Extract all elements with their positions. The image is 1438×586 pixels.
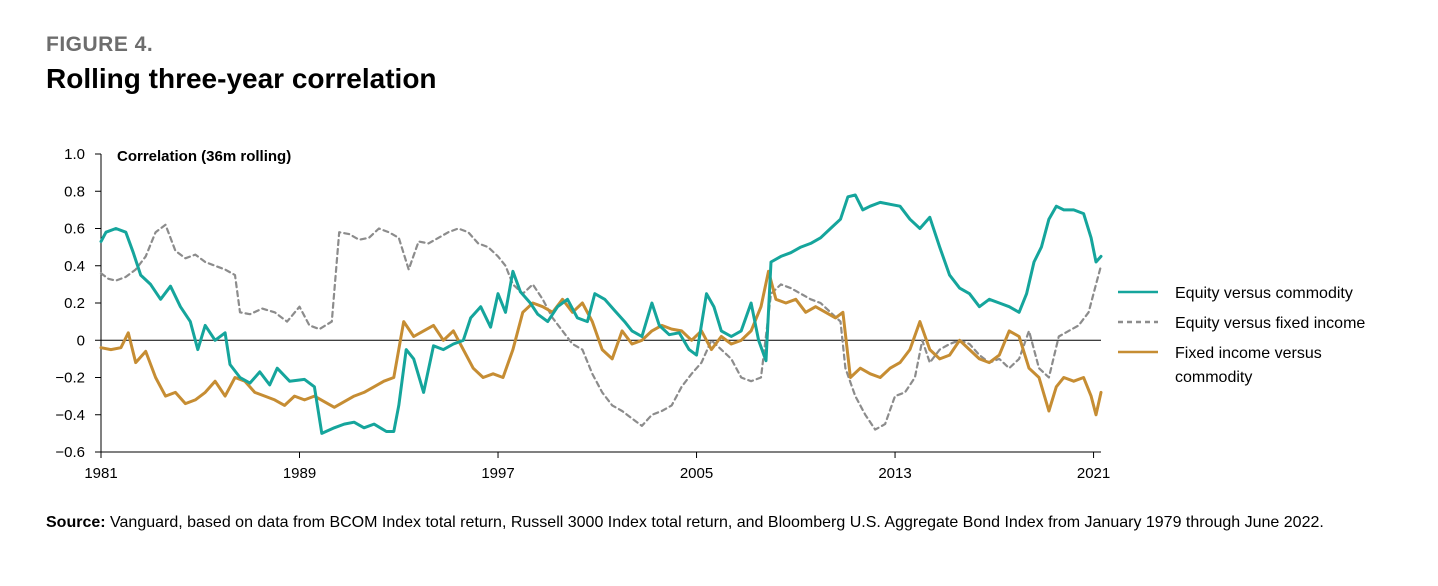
source-note: Source: Vanguard, based on data from BCO… <box>46 512 1386 534</box>
source-text: Vanguard, based on data from BCOM Index … <box>110 514 1324 531</box>
x-tick-label: 2013 <box>878 465 911 482</box>
y-tick-label: −0.2 <box>55 370 85 387</box>
chart-legend: Equity versus commodity Equity versus fix… <box>1118 285 1365 386</box>
series-line-equity-versus-commodity <box>99 193 1103 435</box>
legend-label: Equity versus fixed income <box>1175 315 1365 332</box>
chart-title: Rolling three-year correlation <box>46 63 437 94</box>
y-axis-label: Correlation (36m rolling) <box>117 148 291 165</box>
y-tick-label: 0.6 <box>64 221 85 238</box>
source-label: Source: <box>46 514 106 531</box>
x-tick-label: 1989 <box>283 465 316 482</box>
y-tick-label: 0.4 <box>64 258 85 275</box>
y-tick-label: 1.0 <box>64 146 85 163</box>
x-tick-label: 2005 <box>680 465 713 482</box>
y-tick-label: 0.2 <box>64 295 85 312</box>
chart-series <box>99 193 1103 435</box>
chart-axes: −0.6 −0.4 −0.2 0 0.2 0.4 0.6 0.8 1.0 1981 1989 1997… <box>55 146 1110 482</box>
y-tick-label: 0.8 <box>64 183 85 200</box>
line-chart: −0.6 −0.4 −0.2 0 0.2 0.4 0.6 0.8 1.0 1981 1989 1997… <box>55 146 1365 482</box>
series-line-equity-versus-fixed-income <box>99 223 1103 431</box>
y-tick-label: −0.4 <box>55 407 85 424</box>
series-line-fixed-income-versus-commodity <box>99 269 1103 417</box>
figure-label: FIGURE 4. <box>46 33 154 56</box>
legend-label: Fixed income versus <box>1175 345 1322 362</box>
x-tick-label: 2021 <box>1077 465 1110 482</box>
x-tick-label: 1981 <box>84 465 117 482</box>
legend-label: Equity versus commodity <box>1175 285 1353 302</box>
legend-label: commodity <box>1175 369 1252 386</box>
x-tick-label: 1997 <box>481 465 514 482</box>
y-tick-label: 0 <box>77 332 85 349</box>
y-tick-label: −0.6 <box>55 444 85 461</box>
